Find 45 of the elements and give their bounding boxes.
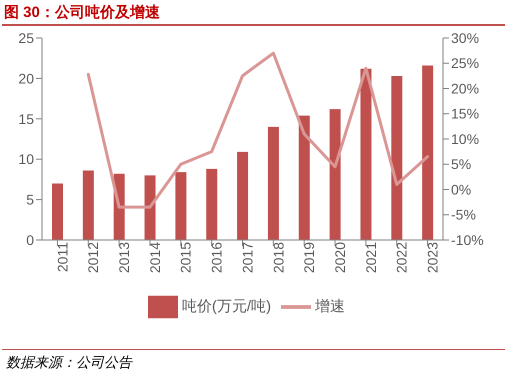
y2-tick-label: 15% [451,106,480,122]
y2-tick-label: 30% [451,30,480,46]
y2-tick-label: -5% [451,206,476,223]
legend-label: 增速 [315,298,346,315]
legend-label: 吨价(万元/吨) [182,298,272,315]
bar [330,109,341,240]
x-tick-label: 2011 [54,242,70,272]
line-series [86,52,430,209]
bar [298,116,310,240]
x-tick-label: 2023 [424,242,441,274]
y2-tick-label: 0% [451,181,472,198]
bar [82,170,94,240]
x-tick-label: 2020 [332,242,348,274]
x-tick-label: 2015 [178,242,194,274]
y-tick-label: 0 [26,232,34,248]
bar [237,152,248,240]
y2-tick-label: 5% [451,156,472,172]
x-tick-label: 2021 [362,242,379,274]
y2-tick-label: 20% [451,80,480,96]
y2-tick-label: 10% [451,130,480,147]
bar [144,175,156,240]
bar [268,126,279,240]
y-tick-label: 25 [18,30,34,46]
bar [422,65,434,240]
y-tick-label: 10 [18,151,34,168]
bar [391,76,402,240]
bar [360,68,372,240]
y-tick-label: 20 [18,70,34,86]
x-tick-label: 2012 [85,242,102,274]
chart-title: 图 30：公司吨价及增速 [4,3,160,22]
y-tick-label: 15 [18,110,34,127]
source-note: 数据来源：公司公告 [6,354,132,372]
x-tick-label: 2016 [208,242,225,274]
bar [206,168,218,240]
y2-tick-label: -10% [451,232,484,248]
y-tick-label: 5 [26,192,34,208]
bar [175,172,186,240]
x-tick-label: 2022 [394,242,410,274]
x-tick-label: 2018 [270,242,286,274]
x-tick-label: 2019 [301,242,318,274]
y2-tick-label: 25% [451,55,480,72]
bar [52,183,63,240]
x-tick-label: 2013 [116,242,132,274]
x-tick-label: 2014 [146,242,163,274]
x-tick-label: 2017 [239,242,256,274]
